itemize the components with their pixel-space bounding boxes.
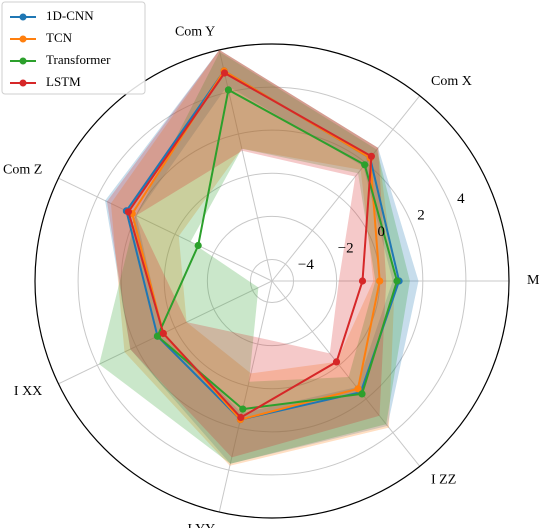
point-transformer-com-y [224, 86, 232, 94]
confidence-bands [99, 49, 419, 466]
tick-label: 4 [457, 191, 465, 207]
spoke-com-x [271, 95, 421, 282]
axis-label-mass: Mass [527, 273, 540, 288]
point-transformer-com-x [361, 161, 369, 169]
point-lstm-mass [358, 277, 367, 285]
outer-frame [34, 43, 510, 519]
line-tcn [131, 69, 381, 421]
legend-label: LSTM [46, 74, 81, 89]
legend-item-lstm: LSTM [10, 74, 81, 89]
legend-swatch-marker [19, 79, 27, 87]
axis-label-i-yy: I YY [187, 522, 215, 528]
point-transformer-mass [393, 277, 401, 285]
point-transformer-i-yy [239, 405, 247, 413]
legend-item-transformer: Transformer [10, 52, 111, 67]
point-tcn-i-zz [354, 385, 362, 393]
legend-swatch-marker [19, 13, 27, 21]
radial-tick-labels: −4 −2 0 2 4 [298, 191, 465, 273]
point-transformer-i-xx [153, 332, 162, 340]
spoke-i-zz [271, 280, 421, 467]
axis-labels: Mass Com X Com Y Com Z I XX I YY I ZZ [3, 25, 540, 528]
legend-swatch-marker [19, 57, 27, 65]
point-transformer-com-z [194, 241, 202, 250]
point-transformer-i-zz [358, 390, 366, 398]
legend-item-tcn: TCN [10, 30, 73, 45]
point-lstm-i-zz [332, 358, 341, 366]
legend-box [1, 1, 146, 95]
series-lines [122, 67, 403, 424]
point-lstm-com-z [124, 208, 132, 216]
point-tcn-mass [376, 277, 384, 285]
tick-label: 0 [378, 224, 386, 240]
legend: 1D-CNN TCN Transformer LSTM [1, 1, 146, 95]
tick-label: 2 [417, 207, 425, 223]
spoke-i-yy [218, 280, 273, 513]
legend-label: Transformer [46, 52, 111, 67]
legend-swatch-marker [19, 35, 27, 43]
legend-item-1d-cnn: 1D-CNN [10, 8, 94, 23]
axis-label-com-z: Com Z [3, 163, 42, 178]
point-lstm-i-xx [159, 329, 167, 337]
axis-label-i-zz: I ZZ [431, 473, 456, 488]
line-transformer [156, 88, 399, 411]
point-lstm-com-y [220, 69, 229, 77]
point-lstm-i-yy [237, 413, 245, 422]
band-transformer [99, 52, 410, 464]
axis-label-i-xx: I XX [14, 384, 42, 399]
band-1d-cnn [105, 49, 419, 464]
axis-label-com-y: Com Y [175, 25, 215, 40]
line-lstm [127, 71, 373, 419]
legend-label: TCN [46, 30, 73, 45]
legend-label: 1D-CNN [46, 8, 94, 23]
point-lstm-com-x [367, 152, 375, 160]
tick-label: −2 [338, 240, 354, 256]
axis-label-com-x: Com X [431, 74, 472, 89]
spoke-com-z [58, 177, 273, 282]
tick-label: −4 [298, 257, 314, 273]
